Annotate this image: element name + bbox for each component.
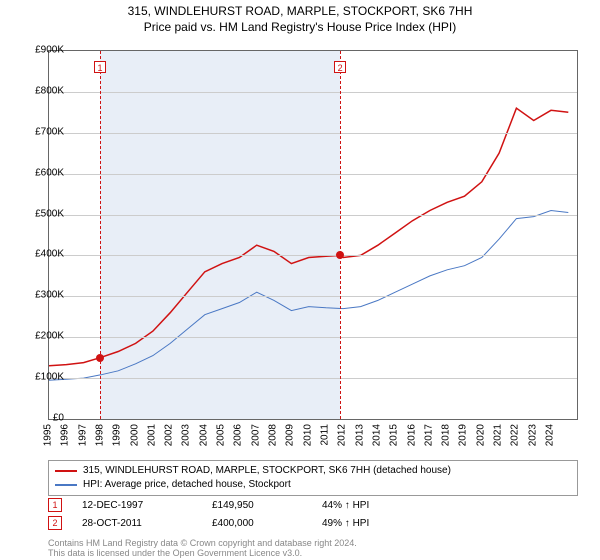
x-axis-label: 1996 (60, 424, 71, 446)
x-axis-label: 2020 (475, 424, 486, 446)
gridline (49, 255, 577, 256)
x-axis-label: 2002 (164, 424, 175, 446)
gridline (49, 174, 577, 175)
footnote-line2: This data is licensed under the Open Gov… (48, 548, 578, 558)
transaction-marker-1: 1 (94, 61, 106, 73)
y-axis-label: £400K (19, 249, 64, 260)
transaction-marker-2: 2 (334, 61, 346, 73)
legend-row: HPI: Average price, detached house, Stoc… (55, 478, 571, 492)
legend-row: 315, WINDLEHURST ROAD, MARPLE, STOCKPORT… (55, 464, 571, 478)
y-axis-label: £100K (19, 372, 64, 383)
x-axis-label: 2019 (458, 424, 469, 446)
transaction-vline (100, 51, 101, 419)
x-axis-label: 2012 (337, 424, 348, 446)
x-axis-label: 2024 (545, 424, 556, 446)
transaction-point (96, 354, 104, 362)
x-axis-label: 2023 (527, 424, 538, 446)
title-block: 315, WINDLEHURST ROAD, MARPLE, STOCKPORT… (0, 0, 600, 34)
transaction-row-price: £149,950 (212, 500, 302, 511)
transaction-row-marker: 1 (48, 498, 62, 512)
x-axis-label: 2022 (510, 424, 521, 446)
legend: 315, WINDLEHURST ROAD, MARPLE, STOCKPORT… (48, 460, 578, 496)
x-axis-label: 2008 (268, 424, 279, 446)
x-axis-label: 2005 (216, 424, 227, 446)
transaction-vline (340, 51, 341, 419)
x-axis-label: 2011 (319, 424, 330, 446)
transaction-row-price: £400,000 (212, 518, 302, 529)
gridline (49, 92, 577, 93)
legend-label: HPI: Average price, detached house, Stoc… (83, 478, 291, 492)
legend-swatch (55, 470, 77, 472)
legend-label: 315, WINDLEHURST ROAD, MARPLE, STOCKPORT… (83, 464, 451, 478)
x-axis-label: 2021 (493, 424, 504, 446)
transaction-row-date: 28-OCT-2011 (82, 518, 192, 529)
x-axis-label: 1998 (94, 424, 105, 446)
gridline (49, 337, 577, 338)
x-axis-label: 2006 (233, 424, 244, 446)
transaction-point (336, 251, 344, 259)
y-axis-label: £900K (19, 45, 64, 56)
x-axis-label: 2010 (302, 424, 313, 446)
x-axis-label: 2017 (423, 424, 434, 446)
x-axis-label: 2004 (198, 424, 209, 446)
series-property (49, 108, 568, 366)
x-axis-label: 2013 (354, 424, 365, 446)
transaction-row-delta: 49% ↑ HPI (322, 518, 369, 529)
chart-title-address: 315, WINDLEHURST ROAD, MARPLE, STOCKPORT… (0, 4, 600, 18)
footnote-line1: Contains HM Land Registry data © Crown c… (48, 538, 578, 548)
y-axis-label: £300K (19, 290, 64, 301)
y-axis-label: £0 (19, 413, 64, 424)
gridline (49, 296, 577, 297)
transaction-row-delta: 44% ↑ HPI (322, 500, 369, 511)
plot-svg (49, 51, 577, 419)
x-axis-label: 2015 (389, 424, 400, 446)
x-axis-label: 2003 (181, 424, 192, 446)
transaction-row: 1 12-DEC-1997 £149,950 44% ↑ HPI (48, 498, 578, 512)
y-axis-label: £600K (19, 167, 64, 178)
x-axis-label: 2000 (129, 424, 140, 446)
transaction-row-marker: 2 (48, 516, 62, 530)
x-axis-label: 2001 (146, 424, 157, 446)
x-axis-label: 2009 (285, 424, 296, 446)
chart-container: 315, WINDLEHURST ROAD, MARPLE, STOCKPORT… (0, 0, 600, 560)
x-axis-label: 2014 (371, 424, 382, 446)
y-axis-label: £800K (19, 85, 64, 96)
y-axis-label: £500K (19, 208, 64, 219)
y-axis-label: £200K (19, 331, 64, 342)
x-axis-label: 2018 (441, 424, 452, 446)
gridline (49, 133, 577, 134)
x-axis-label: 2016 (406, 424, 417, 446)
x-axis-label: 1999 (112, 424, 123, 446)
footnote: Contains HM Land Registry data © Crown c… (48, 538, 578, 558)
legend-swatch (55, 484, 77, 486)
transaction-row: 2 28-OCT-2011 £400,000 49% ↑ HPI (48, 516, 578, 530)
transactions-table: 1 12-DEC-1997 £149,950 44% ↑ HPI 2 28-OCT-201… (48, 498, 578, 534)
y-axis-label: £700K (19, 126, 64, 137)
transaction-row-date: 12-DEC-1997 (82, 500, 192, 511)
gridline (49, 378, 577, 379)
chart-title-subtitle: Price paid vs. HM Land Registry's House … (0, 20, 600, 34)
x-axis-label: 1997 (77, 424, 88, 446)
plot-area: 12 (48, 50, 578, 420)
gridline (49, 215, 577, 216)
x-axis-label: 1995 (43, 424, 54, 446)
x-axis-label: 2007 (250, 424, 261, 446)
